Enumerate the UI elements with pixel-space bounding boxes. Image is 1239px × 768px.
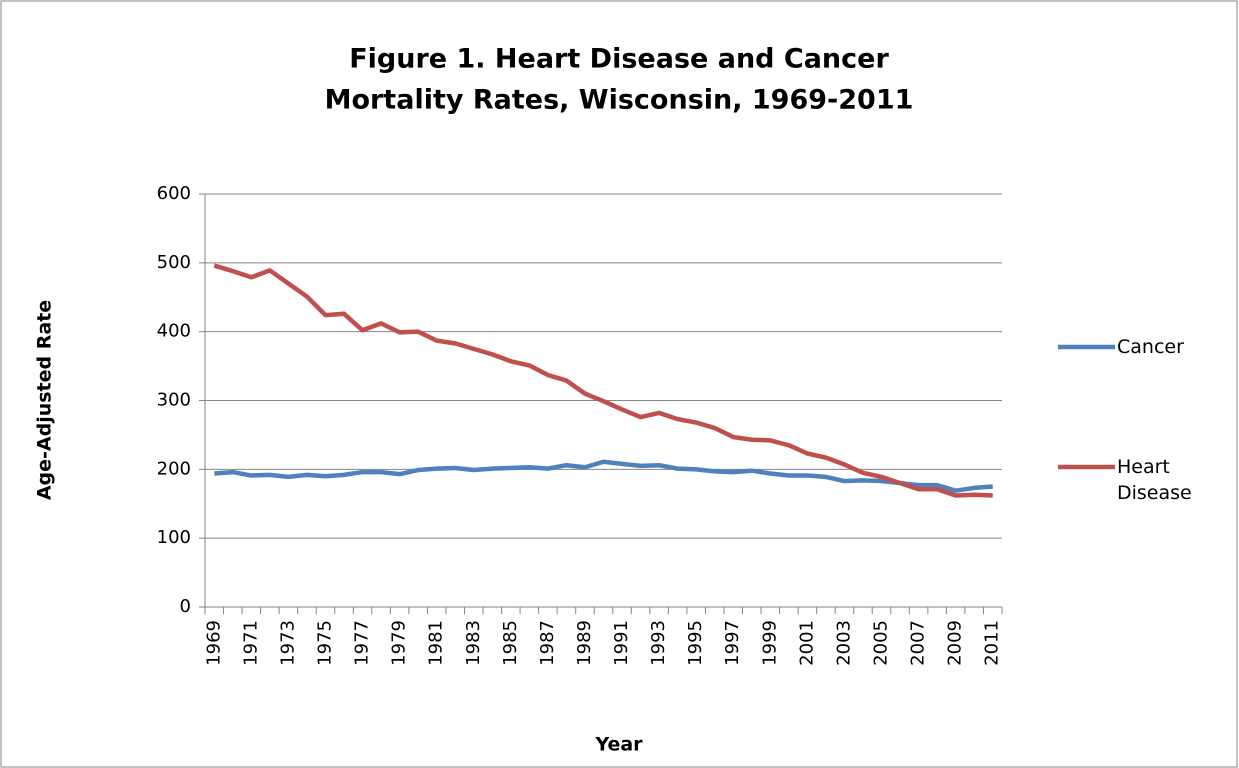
x-tick-label: 1993 (648, 620, 669, 666)
x-tick-label: 1977 (352, 620, 373, 666)
x-tick-label: 1985 (500, 620, 521, 666)
y-tick-label: 600 (157, 183, 191, 204)
x-tick-label: 1973 (277, 620, 298, 666)
x-tick-label: 2005 (871, 620, 892, 666)
y-axis-label: Age-Adjusted Rate (34, 300, 56, 500)
series-line (213, 263, 993, 498)
x-tick-label: 2011 (982, 620, 1003, 666)
y-tick-label: 0 (180, 596, 191, 617)
y-tick-label: 500 (157, 252, 191, 273)
chart-title: Figure 1. Heart Disease and Cancer (349, 44, 889, 75)
x-tick-label: 2003 (833, 620, 854, 666)
legend-entry: Cancer (1117, 336, 1184, 358)
x-tick-label: 1987 (537, 620, 558, 666)
x-tick-label: 1997 (722, 620, 743, 666)
chart-title: Mortality Rates, Wisconsin, 1969-2011 (325, 85, 914, 116)
y-tick-label: 300 (157, 390, 191, 411)
x-tick-label: 1999 (759, 620, 780, 666)
x-tick-label: 2009 (945, 620, 966, 666)
x-tick-label: 1981 (426, 620, 447, 666)
x-tick-label: 1991 (611, 620, 632, 666)
x-tick-label: 1975 (314, 620, 335, 666)
x-tick-label: 1971 (240, 620, 261, 666)
x-tick-label: 1983 (463, 620, 484, 666)
y-tick-label: 100 (157, 527, 191, 548)
x-tick-label: 2001 (796, 620, 817, 666)
legend-label: Cancer (1117, 336, 1184, 358)
x-tick-label: 1995 (685, 620, 706, 666)
x-tick-label: 2007 (908, 620, 929, 666)
x-tick-label: 1969 (203, 620, 224, 666)
y-tick-label: 200 (157, 458, 191, 479)
series-line (214, 459, 993, 493)
legend-entry: Heart Disease (1117, 456, 1192, 504)
x-axis-label: Year (594, 734, 643, 756)
x-tick-label: 1979 (389, 620, 410, 666)
legend-label: Heart Disease (1117, 456, 1192, 504)
y-tick-label: 400 (157, 321, 191, 342)
x-tick-label: 1989 (574, 620, 595, 666)
